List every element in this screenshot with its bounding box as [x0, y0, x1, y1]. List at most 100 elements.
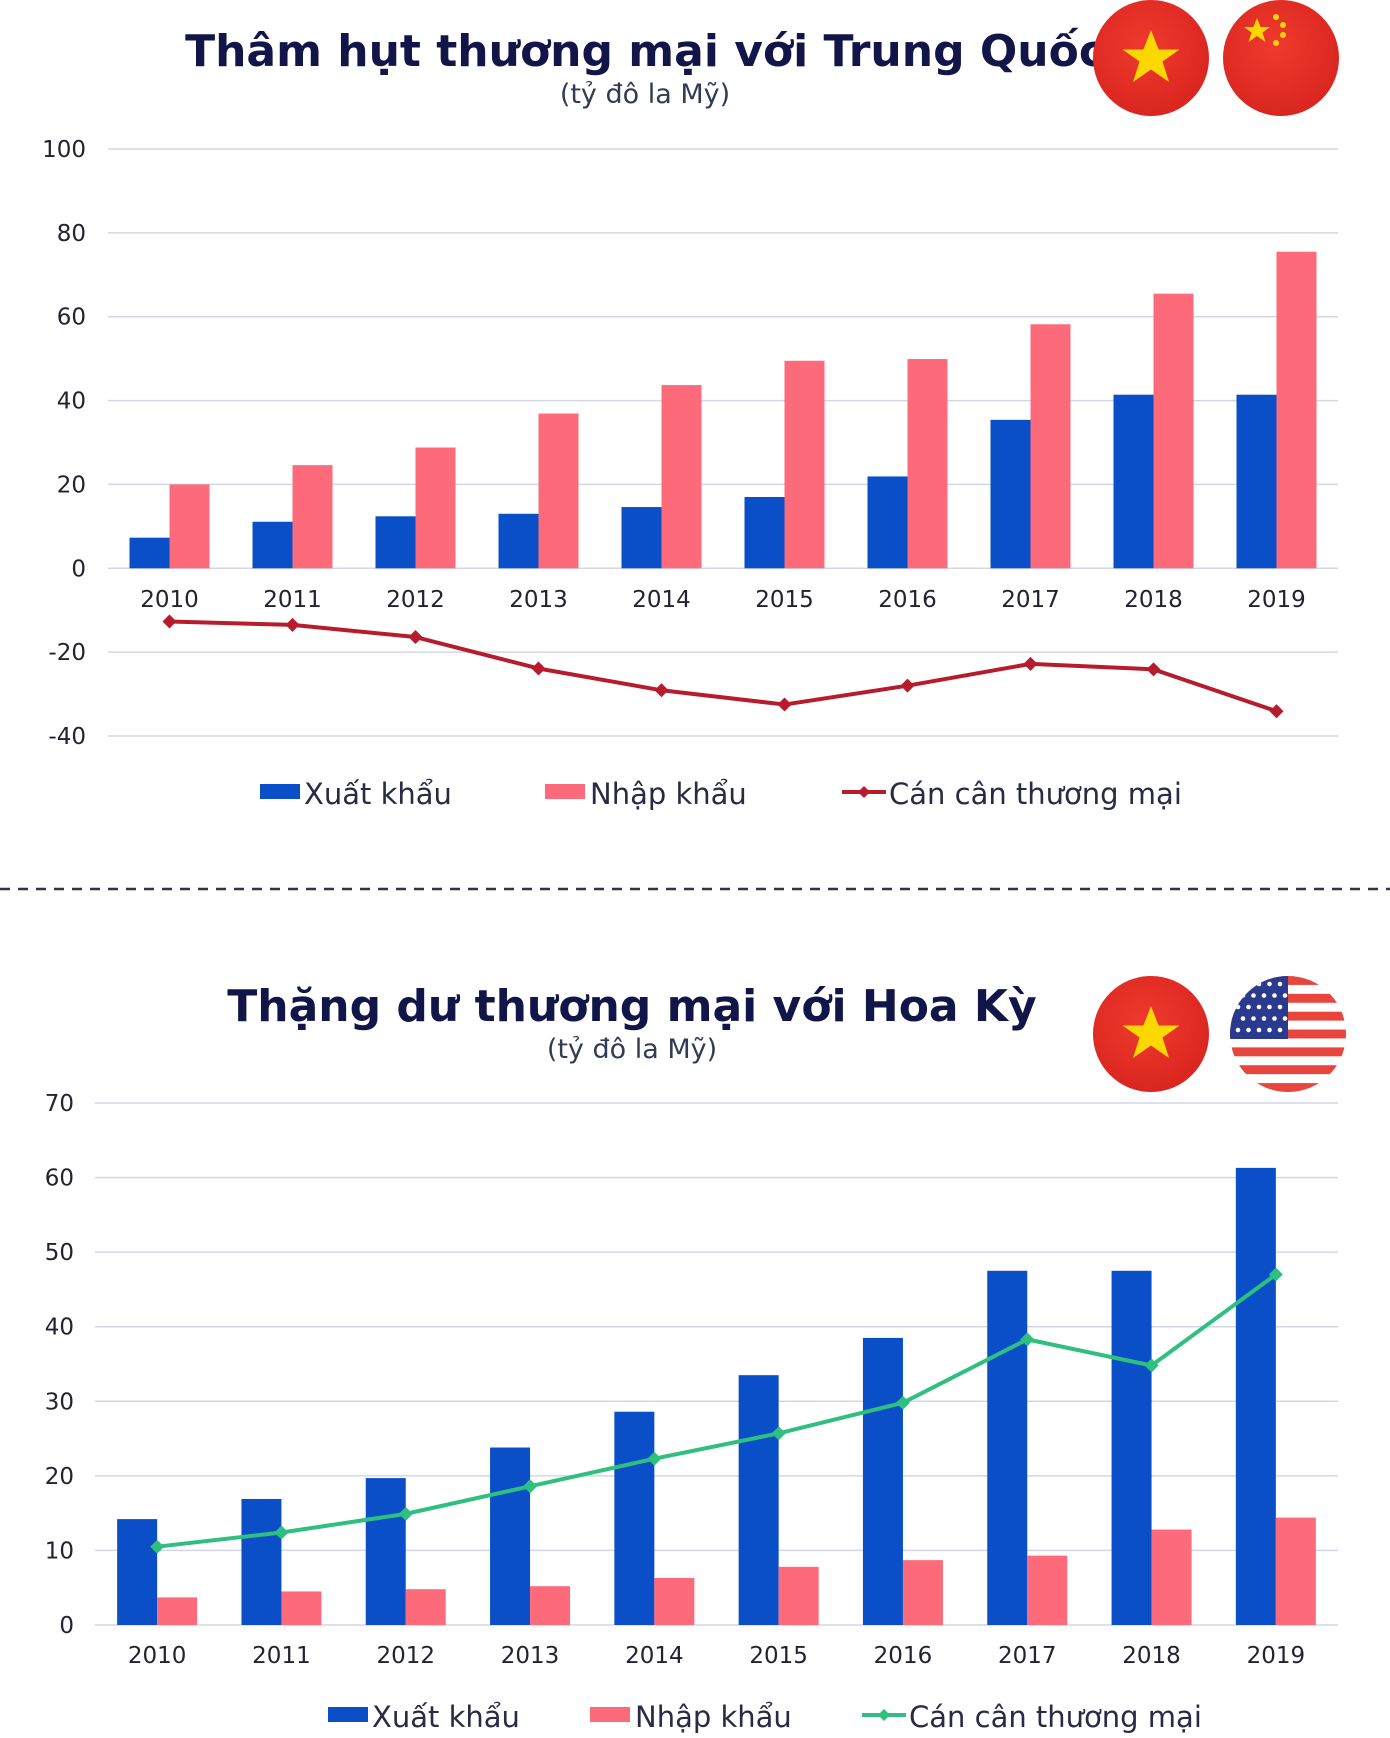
chart2-subtitle: (tỷ đô la Mỹ)	[547, 1034, 717, 1065]
x-tick-label: 2012	[386, 587, 445, 613]
x-tick-label: 2019	[1247, 1643, 1306, 1669]
bar-import-2016	[907, 359, 948, 569]
y-tick-label: 0	[59, 1613, 74, 1639]
bar-import-2016	[902, 1560, 943, 1625]
bar-export-2016	[862, 1337, 903, 1625]
balance-point-2013	[531, 661, 546, 676]
x-tick-label: 2017	[1001, 587, 1060, 613]
bar-export-2013	[498, 513, 539, 569]
usa-flag	[1230, 976, 1346, 1092]
bar-export-2018	[1111, 1270, 1152, 1625]
chart1-header: Thâm hụt thương mại với Trung Quốc (tỷ đ…	[185, 26, 1105, 110]
bar-import-2010	[157, 1597, 198, 1625]
balance-point-2015	[771, 1426, 786, 1441]
balance-point-2014	[654, 683, 669, 698]
balance-point-2013	[523, 1479, 538, 1494]
balance-point-2011	[274, 1525, 289, 1540]
chart2-legend: Xuất khẩu Nhập khẩu Cán cân thương mại	[328, 1700, 1202, 1734]
y-tick-label: 40	[57, 389, 86, 415]
bar-import-2010	[169, 484, 210, 569]
bar-import-2013	[538, 413, 579, 569]
legend-marker	[858, 786, 870, 798]
x-tick-label: 2013	[509, 587, 568, 613]
x-tick-label: 2011	[252, 1643, 311, 1669]
y-tick-label: 80	[57, 221, 86, 247]
bar-export-2011	[252, 521, 293, 569]
y-tick-label: 60	[45, 1166, 74, 1192]
legend-label: Nhập khẩu	[590, 777, 747, 811]
balance-point-2010	[162, 614, 177, 629]
bar-export-2019	[1235, 1167, 1276, 1625]
x-tick-label: 2013	[501, 1643, 560, 1669]
y-tick-label: 0	[71, 556, 86, 582]
bar-export-2014	[614, 1411, 655, 1625]
x-tick-label: 2017	[998, 1643, 1057, 1669]
y-tick-label: 20	[57, 472, 86, 498]
legend-label: Nhập khẩu	[635, 1700, 792, 1734]
chart1-legend: Xuất khẩu Nhập khẩu Cán cân thương mại	[260, 777, 1182, 811]
balance-point-2019	[1268, 1267, 1283, 1282]
balance-point-2014	[647, 1451, 662, 1466]
x-tick-label: 2012	[376, 1643, 435, 1669]
vietnam-flag	[1093, 976, 1209, 1092]
bar-import-2014	[661, 385, 702, 569]
bar-import-2011	[281, 1591, 322, 1625]
legend-label: Cán cân thương mại	[909, 1700, 1202, 1734]
chart2-header: Thặng dư thương mại với Hoa Kỳ (tỷ đô la…	[227, 981, 1036, 1065]
balance-point-2016	[900, 678, 915, 693]
y-tick-label: 10	[45, 1538, 74, 1564]
bar-export-2015	[744, 497, 785, 569]
x-tick-label: 2016	[874, 1643, 933, 1669]
legend-marker	[878, 1709, 890, 1721]
legend-marker	[590, 1707, 630, 1722]
bar-import-2014	[654, 1578, 695, 1625]
bar-import-2019	[1276, 251, 1317, 569]
y-tick-label: -20	[48, 640, 86, 666]
x-tick-label: 2016	[878, 587, 937, 613]
bar-import-2015	[778, 1566, 819, 1625]
china-flag	[1223, 0, 1339, 116]
bar-export-2010	[129, 537, 170, 569]
bar-import-2017	[1030, 324, 1071, 569]
chart1-subtitle: (tỷ đô la Mỹ)	[560, 79, 730, 110]
bar-export-2017	[987, 1270, 1028, 1625]
bar-export-2012	[375, 516, 416, 569]
y-tick-label: 50	[45, 1240, 74, 1266]
balance-point-2019	[1269, 704, 1284, 719]
legend-marker	[260, 784, 300, 799]
balance-point-2017	[1023, 656, 1038, 671]
balance-point-2012	[398, 1506, 413, 1521]
balance-point-2016	[895, 1395, 910, 1410]
balance-point-2010	[150, 1539, 165, 1554]
x-tick-label: 2014	[632, 587, 691, 613]
x-tick-label: 2018	[1124, 587, 1183, 613]
x-tick-label: 2010	[140, 587, 199, 613]
bar-export-2013	[490, 1447, 531, 1625]
chart1-plot: 100 80 60 40 20 0 -20 -40 2010 2011 2012 2013 2014 20…	[42, 137, 1338, 750]
balance-line	[169, 619, 1278, 714]
x-tick-label: 2015	[749, 1643, 808, 1669]
bar-export-2014	[621, 507, 662, 569]
balance-point-2018	[1144, 1358, 1159, 1373]
chart1-title: Thâm hụt thương mại với Trung Quốc	[185, 26, 1105, 77]
bar-import-2019	[1275, 1517, 1316, 1625]
balance-point-2018	[1146, 662, 1161, 677]
chart2-title: Thặng dư thương mại với Hoa Kỳ	[227, 981, 1036, 1032]
y-tick-label: 100	[42, 137, 86, 163]
y-tick-label: 60	[57, 305, 86, 331]
legend-marker	[545, 784, 585, 799]
bar-export-2012	[365, 1478, 406, 1625]
bar-import-2017	[1027, 1555, 1068, 1625]
balance-point-2012	[408, 630, 423, 645]
x-tick-label: 2018	[1122, 1643, 1181, 1669]
bar-export-2011	[241, 1498, 282, 1625]
legend-label: Xuất khẩu	[304, 777, 452, 811]
y-tick-label: -40	[48, 724, 86, 750]
bar-import-2011	[292, 465, 333, 569]
bar-import-2018	[1151, 1529, 1192, 1625]
bar-import-2012	[405, 1589, 446, 1625]
bar-export-2016	[867, 476, 908, 569]
y-tick-label: 30	[45, 1389, 74, 1415]
